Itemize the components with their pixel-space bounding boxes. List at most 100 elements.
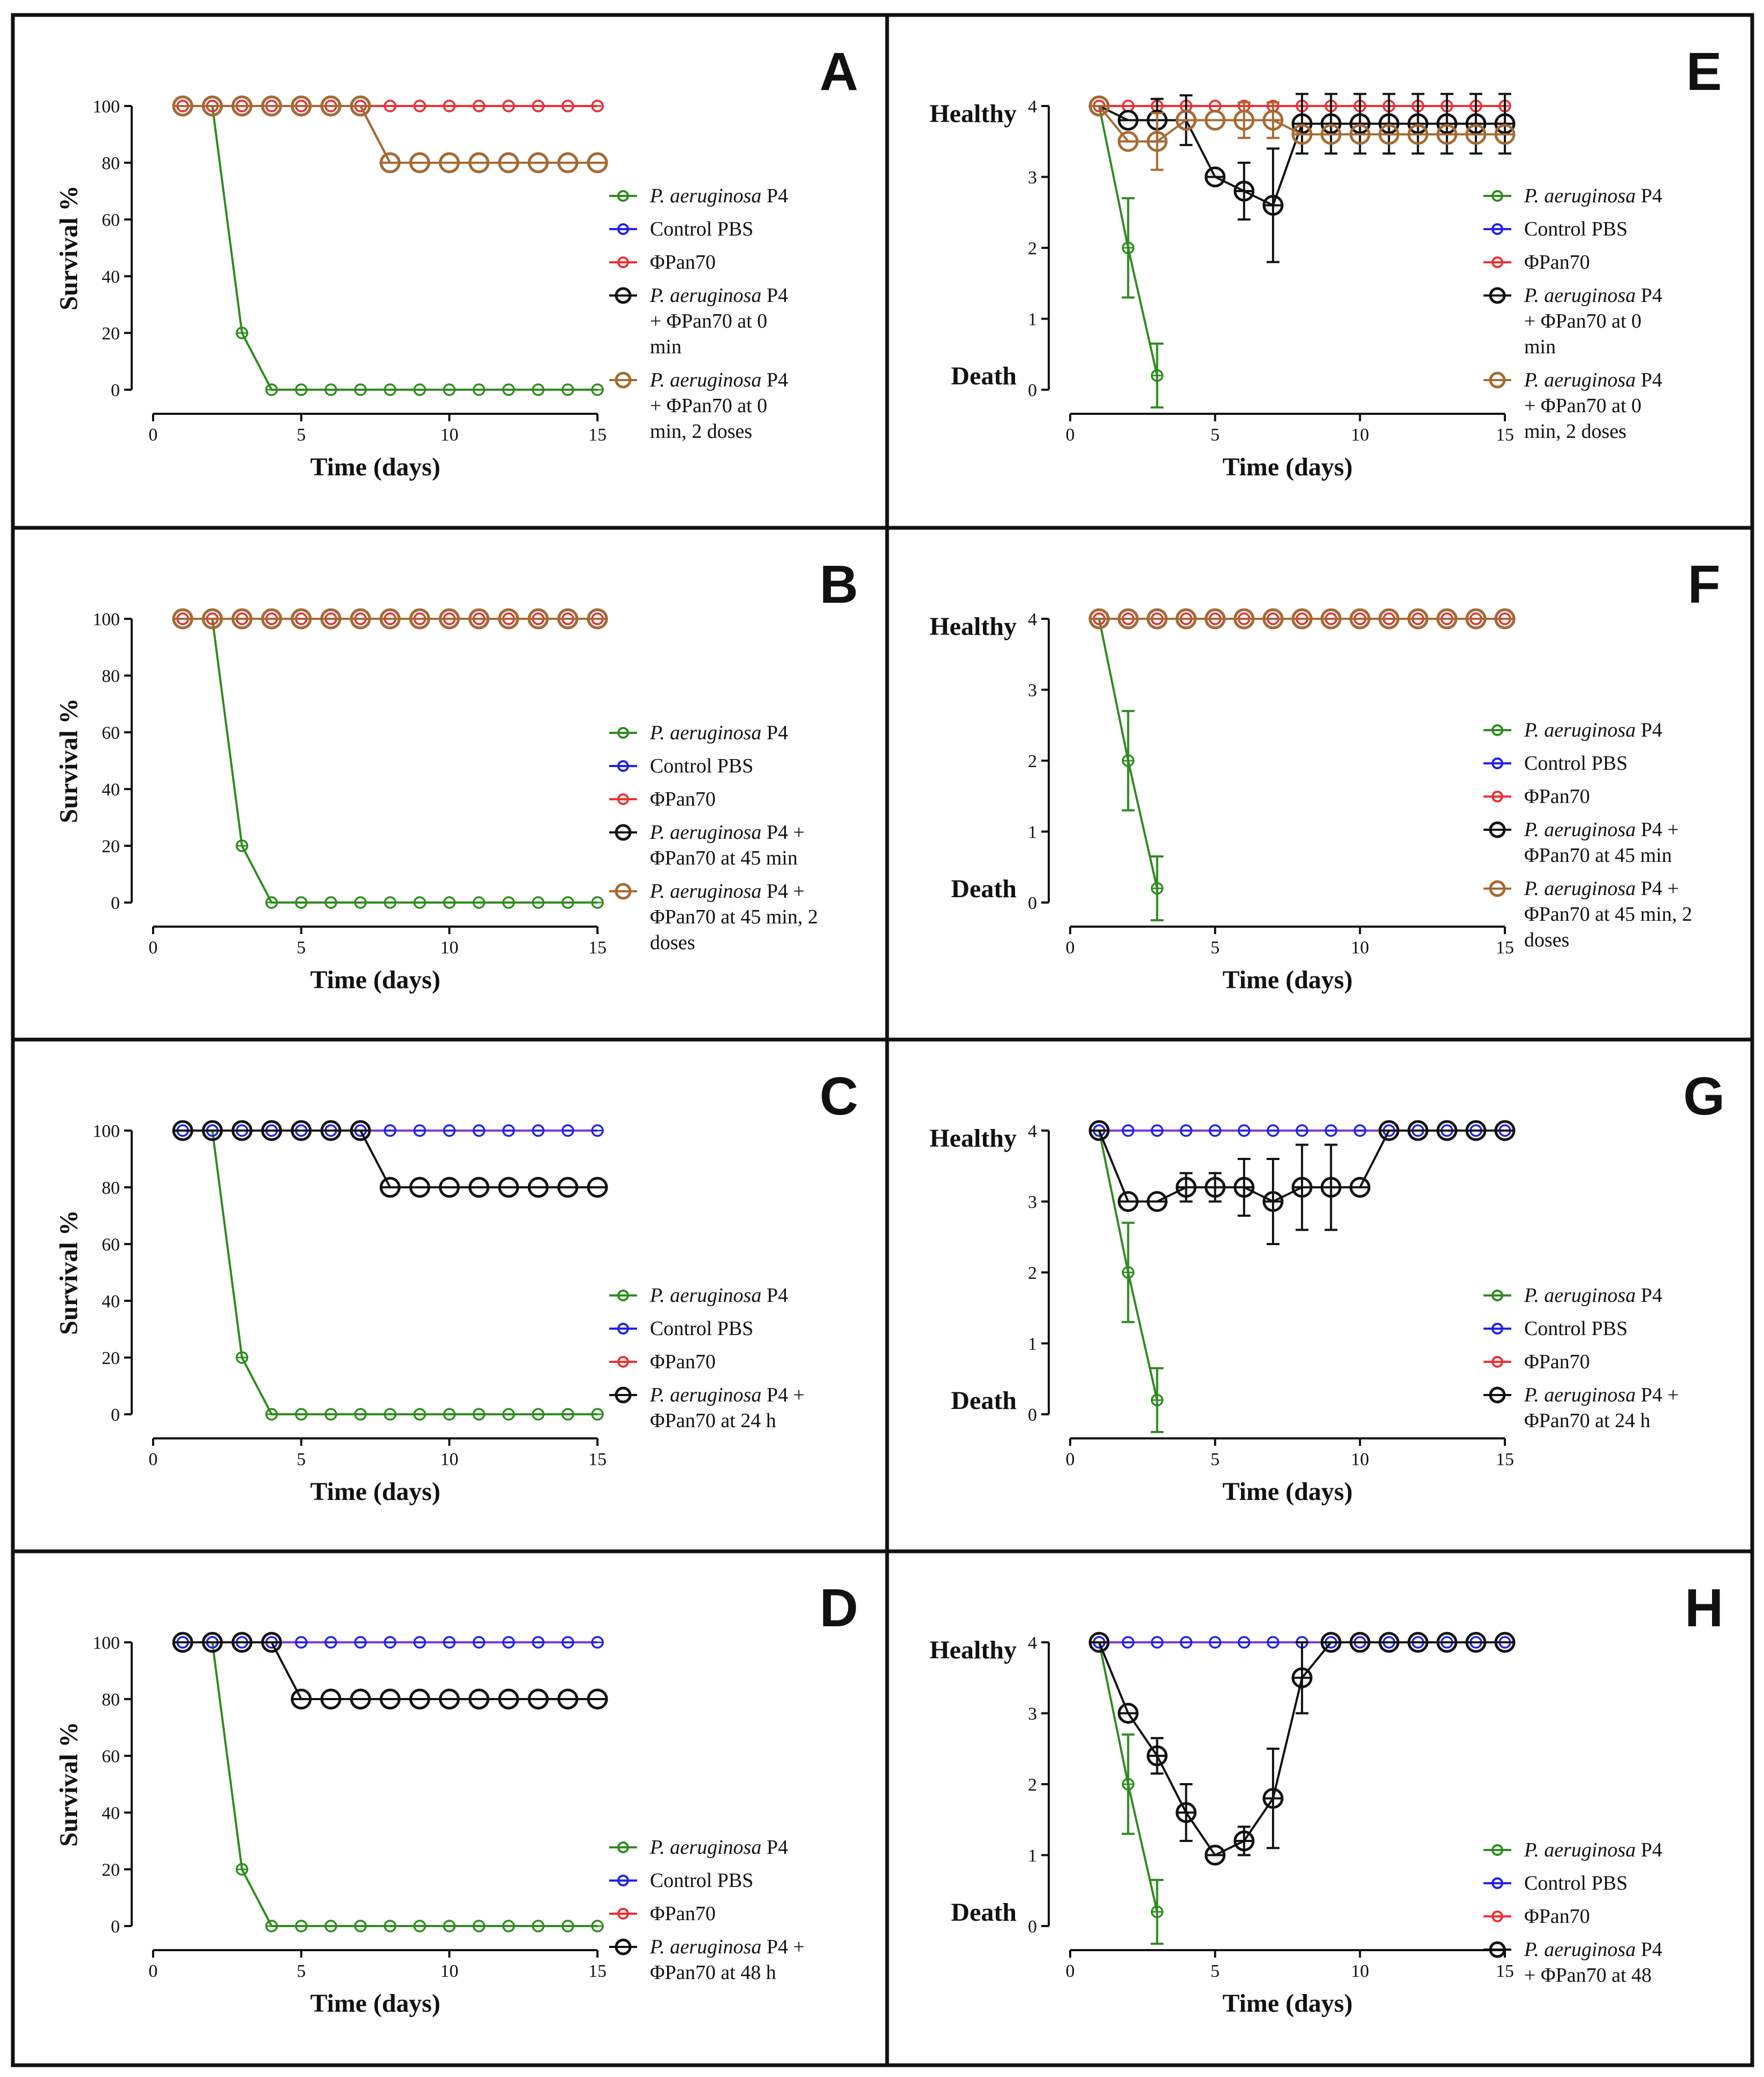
x-tick-label: 5 [297,1961,306,1981]
x-tick-label: 10 [440,938,458,958]
y-tick-label: 0 [1028,1405,1037,1425]
y-tick-label: 0 [1028,1917,1037,1937]
legend-label: P. aeruginosa P4 [1524,369,1662,391]
y-tick-label: 0 [111,381,120,400]
legend-label: P. aeruginosa P4 [1524,185,1662,207]
series-4 [172,95,608,173]
legend-label: P. aeruginosa P4 [649,284,788,307]
legend-swatch-marker [1492,1323,1503,1335]
panel-b: B 0 20 40 60 80 100 0 5 10 15 Time (days) Survival %… [11,526,889,1042]
legend-swatch-marker [1489,287,1506,304]
legend-item: ΦPan70 [1483,785,1590,808]
legend-label: P. aeruginosa P4 [1524,719,1662,741]
legend-label: P. aeruginosa P4 + [649,1936,805,1958]
legend-label: P. aeruginosa P4 + [649,880,805,903]
legend-swatch-marker [615,824,632,841]
legend-swatch-marker [617,727,629,739]
legend-label: P. aeruginosa P4 [649,185,788,207]
x-tick-label: 15 [1496,938,1514,958]
legend-item: ΦPan70 [1483,1351,1590,1373]
y-tick-label: 2 [1028,239,1037,259]
x-tick-label: 10 [1351,1961,1369,1981]
legend-item: P. aeruginosa P4 + ΦPan70 at 45 min [1483,818,1679,867]
legend-swatch-marker [617,190,629,202]
series-0 [176,1124,604,1421]
series-4 [172,608,608,630]
y-tick-label: 80 [102,1690,120,1710]
legend-swatch-marker [1489,1386,1506,1404]
series-4 [1088,95,1516,171]
x-tick-label: 15 [588,1450,607,1469]
legend-item: P. aeruginosa P4 + ΦPan70 at 48 [1483,1938,1662,1987]
y-tick-label: 40 [102,780,120,800]
legend-swatch-marker [615,287,632,304]
y-tick-label: 40 [102,1803,120,1823]
series-3 [1088,1120,1516,1245]
series-0 [176,100,604,396]
legend-swatch-marker [1492,223,1503,235]
legend: P. aeruginosa P4 Control PBS ΦPan70 P. aeru… [609,1284,805,1432]
legend-label: P. aeruginosa P4 [649,1836,788,1859]
y-tick-label: 2 [1028,1775,1037,1795]
legend-label: ΦPan70 at 45 min [1524,844,1672,867]
panel-letter: A [820,42,858,102]
y-tick-label: 40 [102,267,120,287]
y-tick-label: 0 [111,1917,120,1937]
x-tick-label: 0 [1066,1961,1075,1981]
legend-item: P. aeruginosa P4 + ΦPan70 at 0 min, 2 dose… [609,369,788,443]
legend-item: ΦPan70 [609,1902,716,1925]
legend-swatch-marker [617,1356,629,1368]
legend-item: Control PBS [609,755,753,777]
legend-item: P. aeruginosa P4 + ΦPan70 at 0 min [1483,284,1662,358]
legend-swatch-marker [615,372,632,389]
panel-h: H 0 1 2 3 4 0 5 10 15 Time (days) Healthy Death P. ae… [885,1549,1754,2067]
y-tick-label: 4 [1028,97,1037,117]
series-3 [1088,1632,1516,1866]
y-label-healthy: Healthy [929,1124,1017,1153]
legend-label: Control PBS [650,755,753,777]
y-tick-label: 4 [1028,1633,1037,1653]
legend-swatch-marker [617,223,629,235]
legend-swatch-marker [1489,880,1506,897]
y-tick-label: 1 [1028,1846,1037,1866]
legend-item: ΦPan70 [1483,251,1590,274]
x-tick-label: 0 [149,938,158,958]
y-tick-label: 4 [1028,610,1037,630]
y-label-death: Death [951,1898,1017,1927]
y-tick-label: 3 [1028,681,1037,701]
x-axis-label: Time (days) [1222,966,1352,994]
panel-letter: H [1685,1578,1723,1638]
y-label-death: Death [951,875,1017,903]
legend-swatch-marker [1492,791,1503,802]
x-tick-label: 10 [440,1450,458,1469]
legend-item: P. aeruginosa P4 [1483,185,1662,207]
y-label-death: Death [951,362,1017,390]
legend: P. aeruginosa P4 Control PBS ΦPan70 P. aeru… [1483,1839,1662,1987]
y-label-healthy: Healthy [929,1636,1017,1664]
x-tick-label: 15 [588,938,607,958]
panel-c: C 0 20 40 60 80 100 0 5 10 15 Time (days) Survival %… [11,1037,889,1553]
legend-item: P. aeruginosa P4 + ΦPan70 at 24 h [1483,1384,1679,1432]
y-tick-label: 100 [93,1121,120,1141]
legend-label: min, 2 doses [1524,420,1626,443]
legend-label: Control PBS [650,1869,753,1892]
legend-label: ΦPan70 [1524,1905,1590,1928]
legend-swatch-marker [1492,1356,1503,1368]
legend-item: P. aeruginosa P4 [609,1284,788,1307]
y-tick-label: 3 [1028,168,1037,188]
y-tick-label: 0 [1028,381,1037,400]
legend-label: min [1524,336,1556,358]
legend-label: ΦPan70 at 45 min, 2 [1524,903,1692,926]
x-axis-label: Time (days) [1222,1477,1352,1506]
legend-item: P. aeruginosa P4 [609,1836,788,1859]
x-tick-label: 5 [1210,425,1220,445]
y-axis-label: Survival % [55,185,83,310]
panel-letter: G [1683,1066,1725,1126]
x-tick-label: 0 [149,1961,158,1981]
y-tick-label: 3 [1028,1193,1037,1212]
legend-swatch-marker [615,1938,632,1955]
legend-item: Control PBS [1483,1317,1627,1340]
legend-item: P. aeruginosa P4 [609,185,788,207]
y-tick-label: 0 [111,1405,120,1425]
